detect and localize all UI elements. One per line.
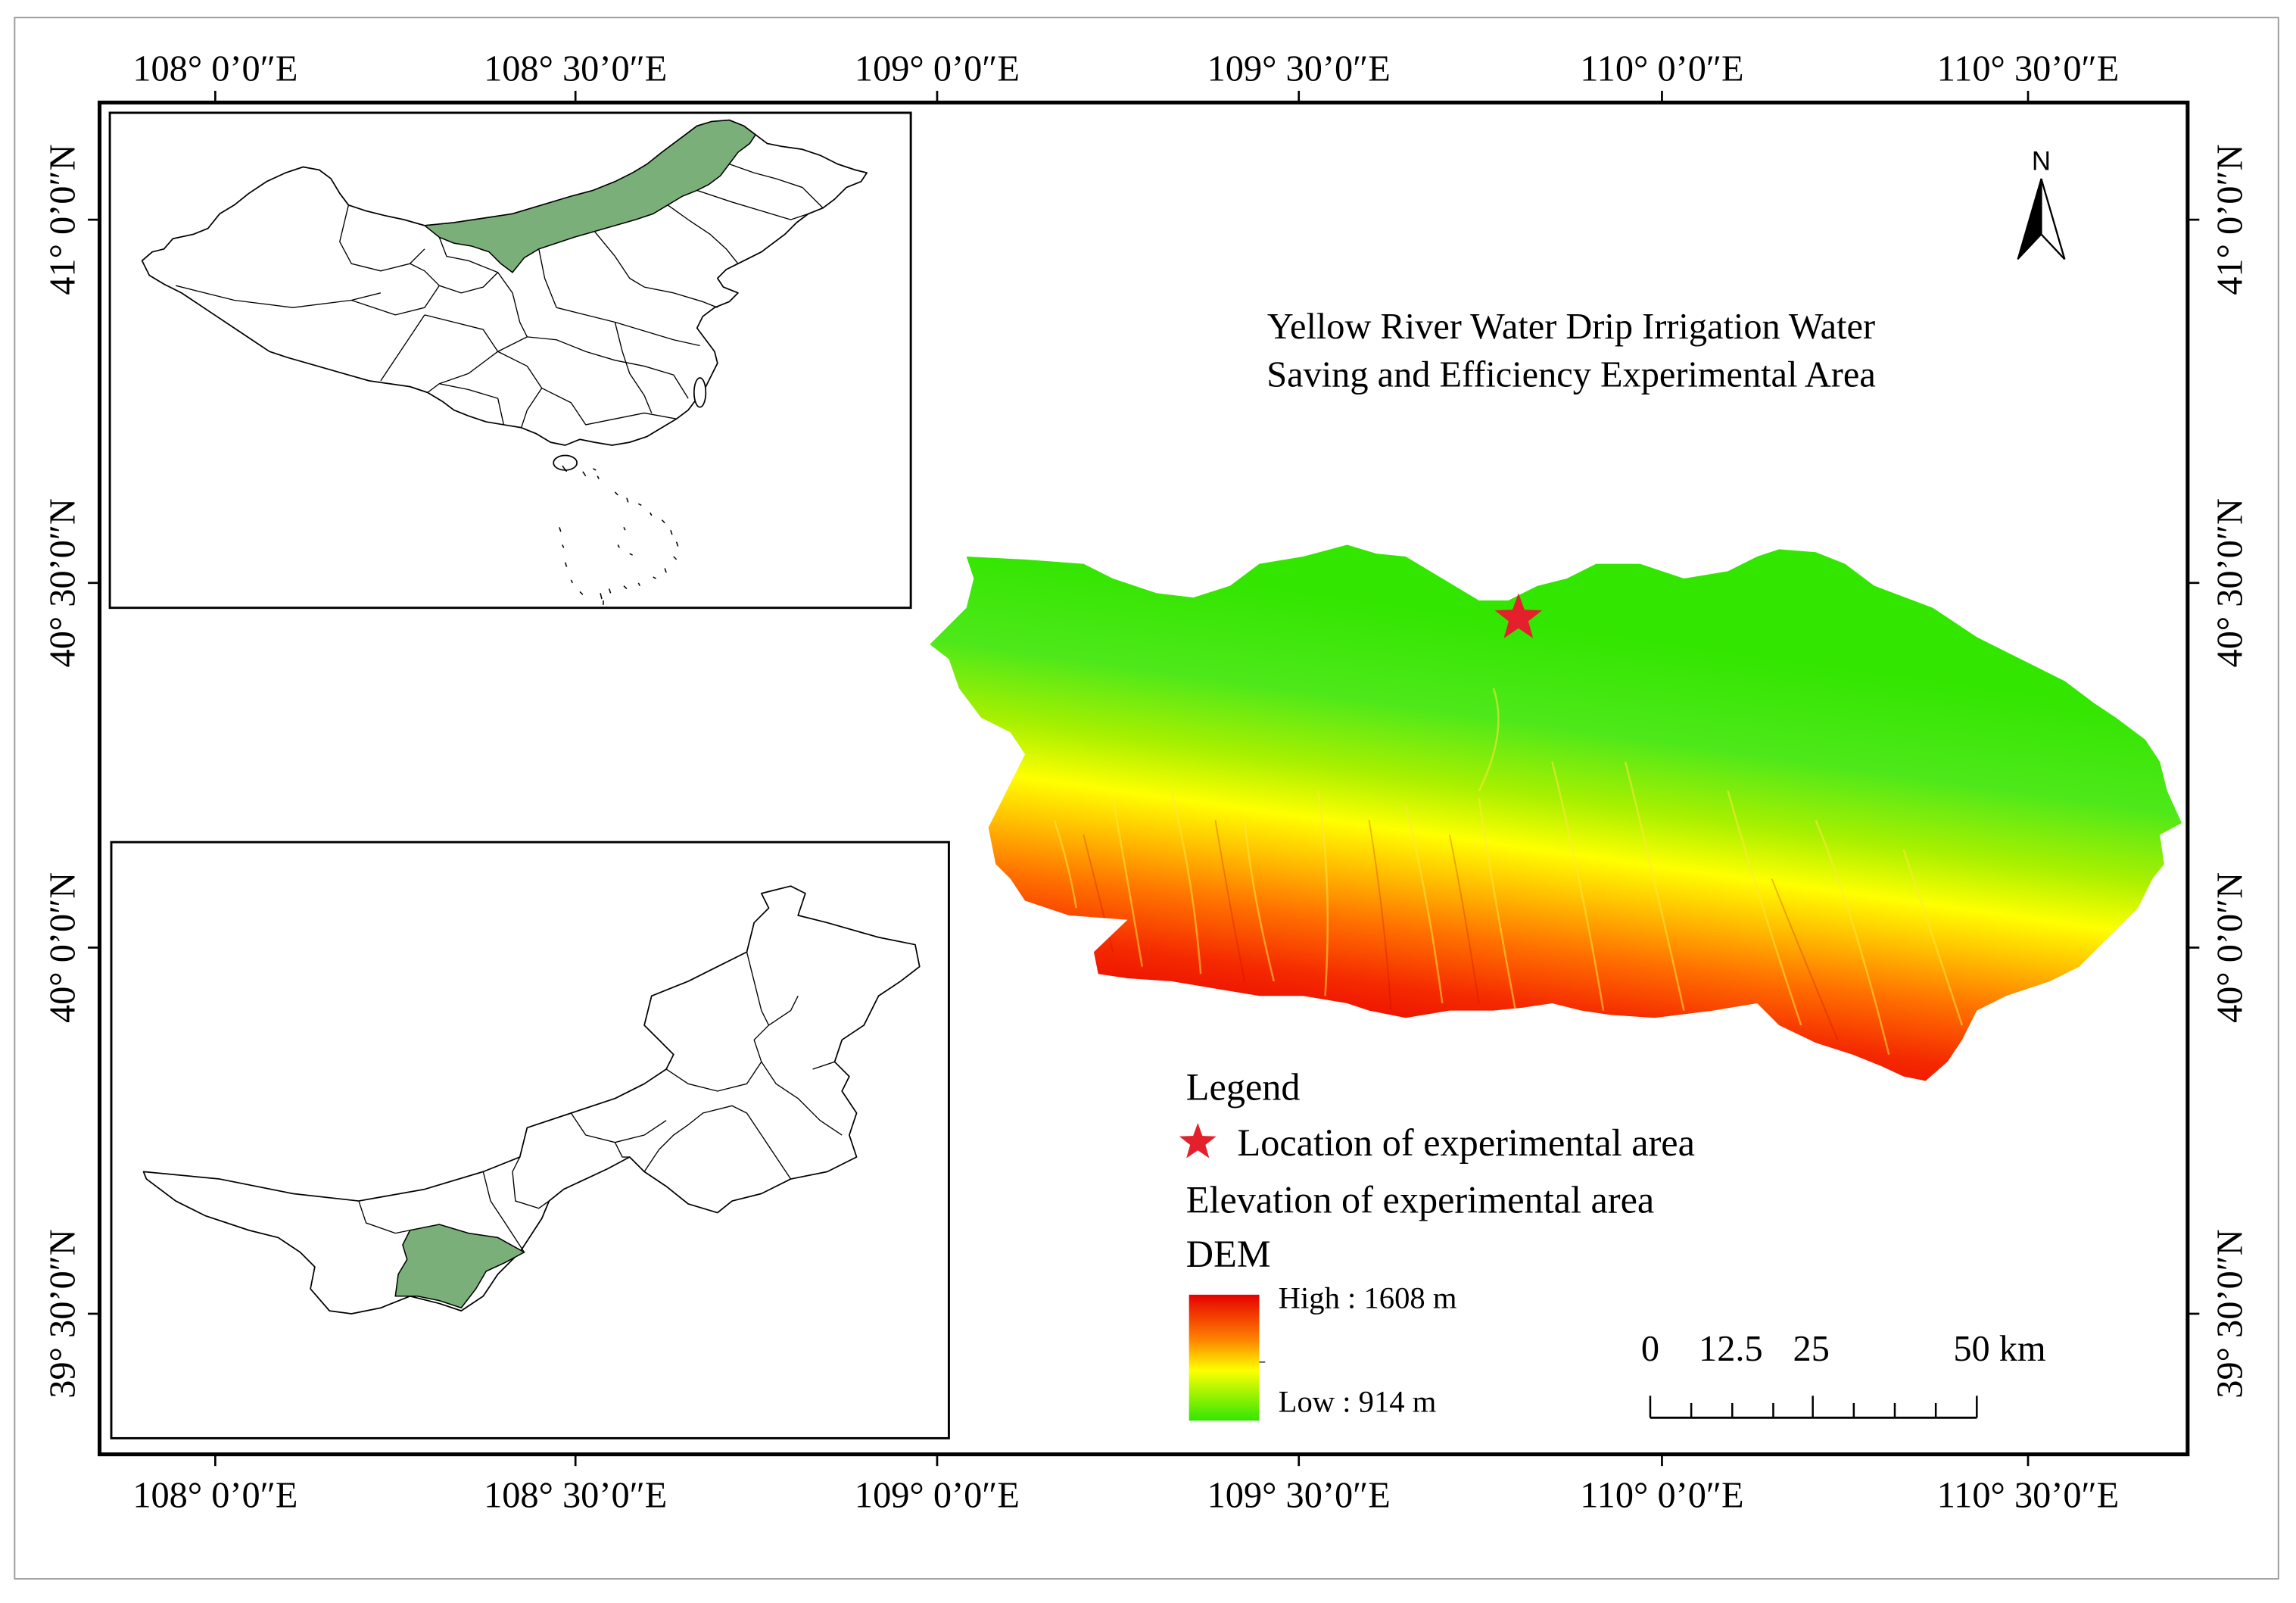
map-title: Yellow River Water Drip Irrigation Water… xyxy=(1266,307,1876,395)
grid-ticks xyxy=(88,90,2200,1467)
longitude-label: 109° 0’0″E xyxy=(855,1475,1020,1515)
grid-labels-top: 108° 0’0″E 108° 30’0″E 109° 0’0″E 109° 3… xyxy=(132,48,2119,89)
legend-star-icon xyxy=(1179,1123,1217,1159)
inset-inner-mongolia-map xyxy=(110,840,950,1439)
inner-mongolia-outline xyxy=(142,885,921,1315)
legend-heading: Legend xyxy=(1186,1066,1301,1109)
title-line-1: Yellow River Water Drip Irrigation Water xyxy=(1267,307,1875,347)
grid-labels-right: 41° 0’0″N 40° 30’0″N 40° 0’0″N 39° 30’0″… xyxy=(2210,145,2250,1399)
legend-elevation-label: Elevation of experimental area xyxy=(1186,1179,1654,1221)
scale-bar-ticks xyxy=(1649,1396,1978,1418)
legend: Legend Location of experimental area Ele… xyxy=(1179,1066,1695,1421)
longitude-label: 110° 30’0″E xyxy=(1937,48,2119,89)
inner-mongolia-league-borders xyxy=(358,952,843,1253)
legend-location-label: Location of experimental area xyxy=(1237,1121,1694,1164)
dem-raster xyxy=(930,544,2182,1081)
north-arrow-right-half xyxy=(2040,178,2066,260)
hainan-island xyxy=(553,454,578,471)
latitude-label: 40° 0’0″N xyxy=(2210,872,2250,1023)
longitude-label: 108° 30’0″E xyxy=(484,48,667,89)
latitude-label: 40° 30’0″N xyxy=(43,498,83,667)
china-province-borders xyxy=(175,163,824,429)
legend-low-label: Low : 914 m xyxy=(1279,1385,1437,1419)
longitude-label: 109° 30’0″E xyxy=(1207,48,1391,89)
scale-label: 0 xyxy=(1641,1329,1659,1369)
latitude-label: 39° 30’0″N xyxy=(2210,1229,2250,1398)
scale-label: 50 km xyxy=(1953,1329,2045,1369)
longitude-label: 109° 0’0″E xyxy=(855,48,1020,89)
dem-valley-streaks xyxy=(1053,688,1964,1055)
title-line-2: Saving and Efficiency Experimental Area xyxy=(1266,355,1876,395)
latitude-label: 40° 30’0″N xyxy=(2210,498,2250,667)
location-star xyxy=(1494,593,1543,638)
longitude-label: 108° 30’0″E xyxy=(484,1475,667,1515)
south-sea-islands xyxy=(559,465,679,605)
latitude-label: 39° 30’0″N xyxy=(43,1229,83,1398)
longitude-label: 110° 0’0″E xyxy=(1580,48,1743,89)
ordos-highlight xyxy=(394,1224,526,1309)
longitude-label: 108° 0’0″E xyxy=(132,1475,298,1515)
grid-labels-bottom: 108° 0’0″E 108° 30’0″E 109° 0’0″E 109° 3… xyxy=(132,1475,2119,1515)
inset-china-map xyxy=(108,111,912,610)
latitude-label: 41° 0’0″N xyxy=(43,145,83,295)
scale-bar: 0 12.5 25 50 km xyxy=(1641,1329,2046,1419)
taiwan-island xyxy=(693,377,707,408)
longitude-label: 110° 0’0″E xyxy=(1580,1475,1743,1515)
longitude-label: 110° 30’0″E xyxy=(1937,1475,2119,1515)
latitude-label: 41° 0’0″N xyxy=(2210,145,2250,295)
grid-labels-left: 41° 0’0″N 40° 30’0″N 40° 0’0″N 39° 30’0″… xyxy=(43,145,83,1399)
scale-label: 25 xyxy=(1793,1329,1830,1369)
china-outline xyxy=(141,119,868,446)
north-arrow: N xyxy=(2017,146,2066,260)
map-frame xyxy=(98,100,2190,1457)
legend-dem-label: DEM xyxy=(1186,1233,1271,1275)
longitude-label: 109° 30’0″E xyxy=(1207,1475,1391,1515)
longitude-label: 108° 0’0″E xyxy=(132,48,298,89)
study-area-dem xyxy=(930,544,2182,1081)
legend-elevation-ramp xyxy=(1188,1294,1260,1421)
scale-label: 12.5 xyxy=(1699,1329,1763,1369)
latitude-label: 40° 0’0″N xyxy=(43,872,83,1023)
legend-high-label: High : 1608 m xyxy=(1279,1280,1457,1315)
north-arrow-label: N xyxy=(2032,146,2051,176)
